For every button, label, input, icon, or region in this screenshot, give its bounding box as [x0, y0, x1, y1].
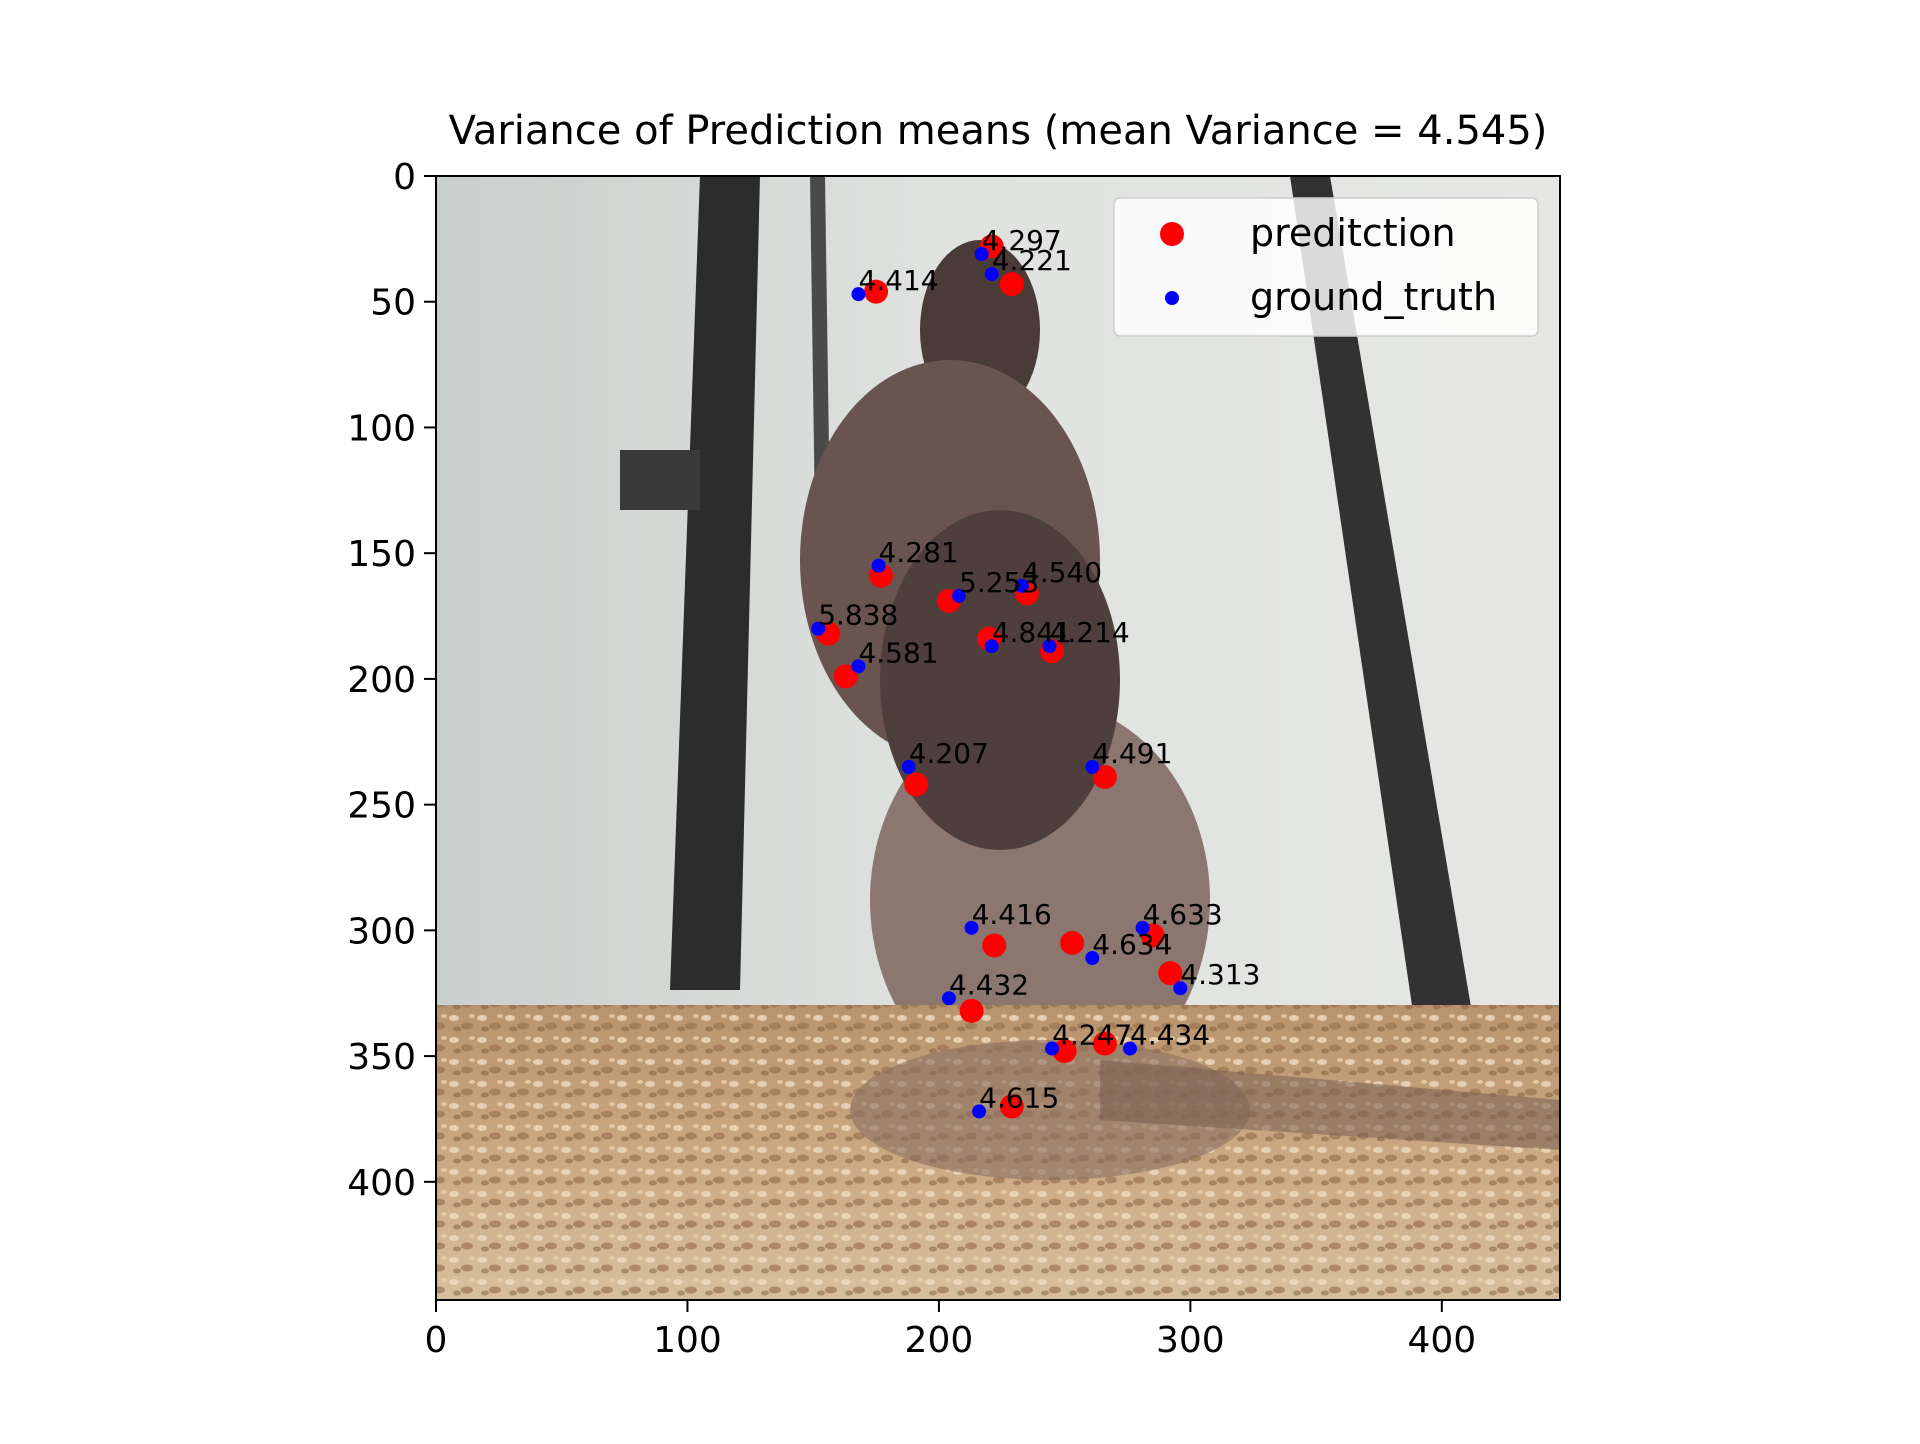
legend: preditction ground_truth — [1113, 197, 1539, 337]
variance-annotation: 4.297 — [982, 224, 1062, 257]
x-tick-label: 100 — [653, 1320, 722, 1361]
prediction-point — [999, 272, 1024, 297]
variance-annotation: 4.491 — [1092, 737, 1172, 770]
ground-truth-point — [1173, 981, 1188, 996]
prediction-point — [1092, 764, 1117, 789]
variance-annotation: 5.838 — [818, 599, 898, 632]
prediction-point — [1052, 1039, 1077, 1064]
y-tick-label: 150 — [347, 534, 416, 575]
y-tick-label: 400 — [347, 1163, 416, 1204]
variance-annotation: 4.633 — [1143, 898, 1223, 931]
x-tick-label: 200 — [905, 1320, 974, 1361]
ground-truth-point — [964, 920, 979, 935]
ground-truth-point — [851, 659, 866, 674]
ground-truth-point — [851, 287, 866, 302]
axis-ticks: 0 100 200 300 400 0 50 100 150 200 250 300 350 400 — [347, 157, 1476, 1361]
x-tick-label: 300 — [1156, 1320, 1225, 1361]
prediction-point — [864, 279, 889, 304]
prediction-point — [833, 664, 858, 689]
legend-box — [1113, 197, 1539, 337]
ground-truth-point — [871, 558, 886, 573]
background-photo — [436, 176, 1560, 1300]
ground-truth-point — [1085, 951, 1100, 966]
variance-annotation: 5.253 — [959, 566, 1039, 599]
variance-annotation: 4.432 — [949, 968, 1029, 1001]
variance-annotation: 4.247 — [1052, 1019, 1132, 1052]
prediction-point — [982, 933, 1007, 958]
chart-title: Variance of Prediction means (mean Varia… — [449, 108, 1548, 154]
ground-truth-point — [1135, 920, 1150, 935]
prediction-point — [1158, 961, 1183, 986]
ground-truth-point — [1045, 1041, 1060, 1056]
y-tick-label: 350 — [347, 1037, 416, 1078]
legend-marker-preditction — [1160, 222, 1184, 246]
ground-truth-point — [952, 588, 967, 603]
ground-truth-point — [901, 759, 916, 774]
ground-truth-point — [811, 621, 826, 636]
ground-truth-point — [972, 1104, 987, 1119]
variance-annotation: 4.416 — [972, 898, 1052, 931]
variance-annotation: 4.207 — [909, 737, 989, 770]
plot-frame — [435, 175, 1561, 1301]
legend-label-preditction: preditction — [1250, 211, 1456, 255]
y-tick-label: 250 — [347, 786, 416, 827]
ground-truth-point — [1014, 578, 1029, 593]
variance-annotation: 4.540 — [1022, 556, 1102, 589]
variance-annotation: 4.414 — [858, 264, 938, 297]
prediction-point — [1060, 930, 1085, 955]
ground-truth-point — [1123, 1041, 1138, 1056]
x-tick-label: 400 — [1407, 1320, 1476, 1361]
prediction-point — [999, 1094, 1024, 1119]
variance-annotation: 4.841 — [992, 616, 1072, 649]
prediction-point — [1092, 1031, 1117, 1056]
variance-annotation: 4.281 — [879, 536, 959, 569]
ground-truth-point — [974, 246, 989, 261]
y-tick-label: 200 — [347, 660, 416, 701]
y-tick-label: 300 — [347, 911, 416, 952]
ground-truth-point — [984, 639, 999, 654]
legend-label-ground-truth: ground_truth — [1250, 275, 1497, 319]
variance-annotation: 4.434 — [1130, 1019, 1210, 1052]
x-tick-label: 0 — [425, 1320, 448, 1361]
prediction-point — [959, 998, 984, 1023]
variance-annotation: 4.313 — [1180, 958, 1260, 991]
variance-annotation: 4.615 — [979, 1081, 1059, 1114]
ground-truth-point — [984, 267, 999, 282]
ground-truth-point — [941, 991, 956, 1006]
prediction-point — [904, 772, 929, 797]
variance-annotation: 4.634 — [1092, 928, 1172, 961]
variance-annotation: 4.581 — [858, 636, 938, 669]
variance-annotation: 4.214 — [1050, 616, 1130, 649]
y-tick-label: 100 — [347, 408, 416, 449]
ground-truth-point — [1042, 639, 1057, 654]
variance-annotation: 4.221 — [992, 244, 1072, 277]
y-tick-label: 0 — [393, 157, 416, 198]
ground-truth-point — [1085, 759, 1100, 774]
y-tick-label: 50 — [370, 283, 416, 324]
legend-marker-ground-truth — [1165, 291, 1179, 305]
data-points — [811, 234, 1188, 1119]
